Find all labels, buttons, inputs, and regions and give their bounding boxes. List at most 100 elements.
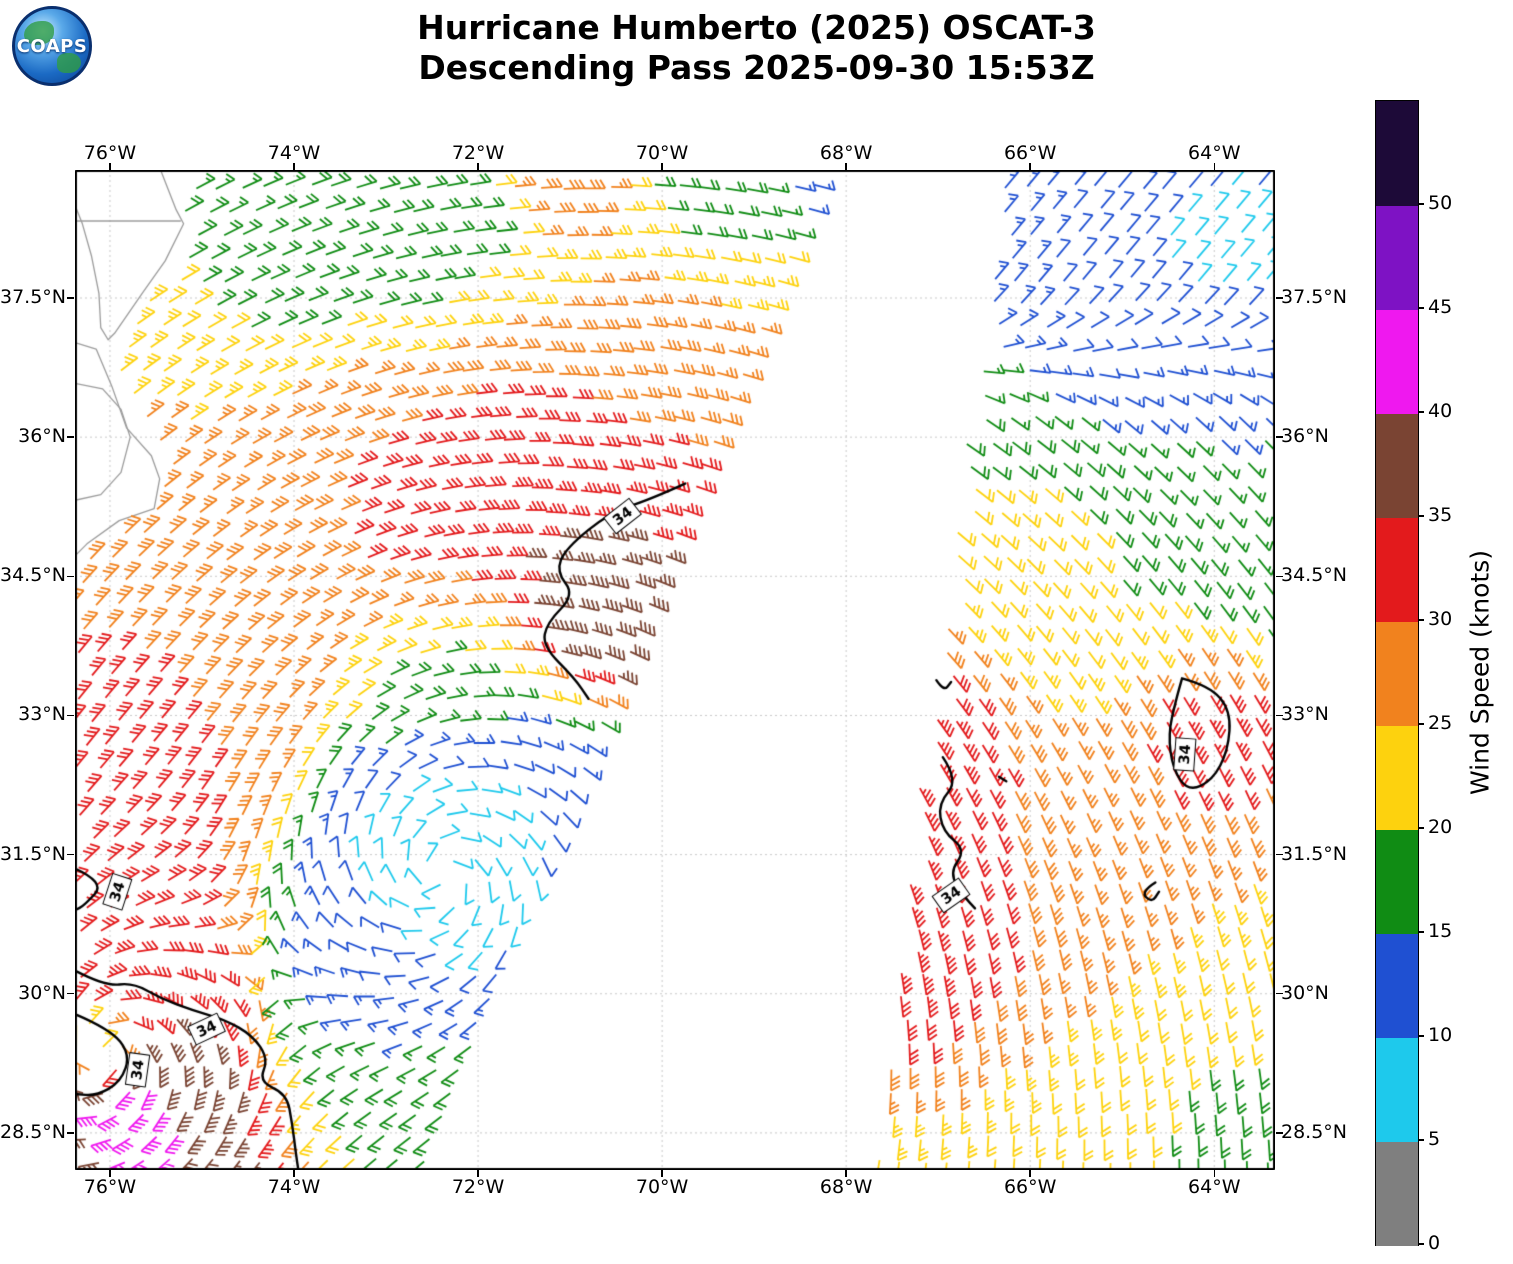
x-tick-label-top: 74°W: [267, 142, 321, 164]
colorbar-segment: [1376, 621, 1418, 726]
y-tick-label-right: 28.5°N: [1281, 1120, 1348, 1143]
colorbar-tick-label: 15: [1428, 920, 1453, 942]
y-tick-label-left: 37.5°N: [0, 286, 67, 308]
coaps-logo-text: COAPS: [16, 35, 88, 57]
plot-title-line1: Hurricane Humberto (2025) OSCAT-3: [417, 8, 1096, 47]
coaps-logo: COAPS: [12, 6, 92, 86]
wind-barb-map-canvas: [75, 170, 1275, 1170]
y-tick-label-right: 30°N: [1281, 981, 1329, 1004]
colorbar-axis-label: Wind Speed (knots): [1465, 549, 1495, 796]
x-tick-label-bottom: 66°W: [1003, 1176, 1057, 1198]
x-tick-mark: [477, 163, 479, 170]
y-tick-mark: [67, 714, 74, 717]
colorbar-tick-mark: [1418, 723, 1424, 725]
y-tick-label-left: 36°N: [18, 425, 66, 448]
y-tick-mark: [67, 436, 74, 438]
y-tick-mark: [67, 1132, 74, 1134]
y-tick-label-left: 31.5°N: [0, 842, 67, 865]
x-tick-label-top: 70°W: [635, 142, 689, 164]
colorbar-tick-mark: [1418, 1243, 1424, 1245]
colorbar-tick-mark: [1418, 1139, 1424, 1141]
colorbar-tick-label: 35: [1428, 504, 1453, 526]
colorbar-tick-mark: [1418, 931, 1424, 933]
colorbar-tick-label: 40: [1428, 400, 1453, 422]
x-tick-label-top: 66°W: [1003, 142, 1057, 164]
y-tick-mark: [1276, 853, 1283, 856]
colorbar-tick-label: 20: [1428, 816, 1453, 838]
x-tick-label-bottom: 70°W: [635, 1176, 689, 1198]
logo-continent-shape: [24, 21, 54, 45]
y-tick-mark: [67, 853, 74, 856]
colorbar-tick-label: 5: [1428, 1128, 1441, 1150]
colorbar-segment: [1376, 517, 1418, 622]
x-tick-label-bottom: 68°W: [819, 1176, 873, 1198]
colorbar-segment: [1376, 413, 1418, 518]
x-tick-label-top: 64°W: [1188, 142, 1241, 164]
colorbar-tick-mark: [1418, 203, 1424, 205]
x-tick-label-bottom: 64°W: [1188, 1176, 1241, 1198]
y-tick-label-left: 34.5°N: [0, 564, 67, 587]
y-tick-label-right: 37.5°N: [1281, 286, 1348, 308]
y-tick-mark: [67, 575, 74, 578]
colorbar-segment: [1376, 933, 1418, 1038]
logo-continent-shape: [57, 53, 81, 73]
colorbar-tick-label: 50: [1428, 192, 1453, 214]
x-tick-mark: [293, 163, 295, 170]
colorbar-tick-label: 0: [1428, 1232, 1441, 1254]
y-tick-label-left: 28.5°N: [0, 1120, 67, 1143]
y-tick-mark: [1276, 297, 1283, 299]
colorbar-tick-mark: [1418, 515, 1424, 517]
y-tick-mark: [1276, 1132, 1283, 1134]
x-tick-mark: [845, 163, 847, 170]
x-tick-mark: [1213, 1170, 1215, 1177]
colorbar-tick-mark: [1418, 1035, 1424, 1037]
colorbar-tick-mark: [1418, 619, 1424, 621]
y-tick-mark: [67, 297, 74, 299]
y-tick-mark: [1276, 992, 1283, 995]
x-tick-mark: [1213, 163, 1215, 170]
colorbar-segment: [1376, 1037, 1418, 1142]
y-tick-label-right: 34.5°N: [1281, 564, 1348, 587]
x-tick-mark: [477, 1170, 479, 1177]
y-tick-label-right: 33°N: [1281, 703, 1329, 726]
plot-title: Hurricane Humberto (2025) OSCAT-3 Descen…: [0, 8, 1513, 89]
colorbar: [1375, 100, 1419, 1246]
colorbar-tick-mark: [1418, 827, 1424, 829]
y-tick-label-left: 33°N: [18, 703, 66, 726]
x-tick-mark: [845, 1170, 847, 1177]
colorbar-segment: [1376, 101, 1418, 206]
x-tick-label-bottom: 72°W: [451, 1176, 505, 1198]
x-tick-mark: [109, 1170, 111, 1177]
x-tick-label-bottom: 74°W: [267, 1176, 321, 1198]
colorbar-tick-label: 45: [1428, 296, 1453, 318]
colorbar-segment: [1376, 1141, 1418, 1246]
y-tick-label-left: 30°N: [18, 981, 66, 1004]
y-tick-mark: [67, 992, 74, 995]
colorbar-segment: [1376, 725, 1418, 830]
x-tick-mark: [661, 163, 663, 170]
x-tick-mark: [661, 1170, 663, 1177]
x-tick-label-bottom: 76°W: [83, 1176, 137, 1198]
colorbar-segment: [1376, 205, 1418, 310]
x-tick-label-top: 76°W: [83, 142, 137, 164]
y-tick-mark: [1276, 436, 1283, 438]
x-tick-mark: [293, 1170, 295, 1177]
colorbar-tick-mark: [1418, 411, 1424, 413]
y-tick-label-right: 31.5°N: [1281, 842, 1348, 865]
colorbar-segment: [1376, 309, 1418, 414]
x-tick-label-top: 72°W: [451, 142, 505, 164]
colorbar-tick-label: 30: [1428, 608, 1453, 630]
colorbar-tick-mark: [1418, 307, 1424, 309]
colorbar-tick-label: 10: [1428, 1024, 1453, 1046]
y-tick-label-right: 36°N: [1281, 425, 1329, 448]
x-tick-label-top: 68°W: [819, 142, 873, 164]
y-tick-mark: [1276, 714, 1283, 717]
y-tick-mark: [1276, 575, 1283, 578]
plot-title-line2: Descending Pass 2025-09-30 15:53Z: [418, 48, 1095, 88]
x-tick-mark: [1029, 1170, 1031, 1177]
x-tick-mark: [109, 163, 111, 170]
colorbar-segment: [1376, 829, 1418, 934]
colorbar-tick-label: 25: [1428, 712, 1453, 734]
x-tick-mark: [1029, 163, 1031, 170]
